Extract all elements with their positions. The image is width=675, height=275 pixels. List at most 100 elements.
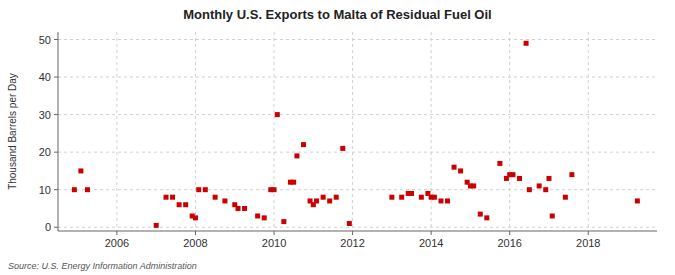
- point: [550, 213, 555, 218]
- point: [537, 183, 542, 188]
- x-tick-label: 2006: [105, 237, 129, 249]
- chart: 0 10 20 30 40 50 2006 2008 2010 2012 2014 2016 2018 M…: [0, 0, 675, 275]
- point: [419, 195, 424, 200]
- point: [452, 165, 457, 170]
- y-tick-label: 30: [39, 109, 51, 121]
- y-tick-label: 10: [39, 184, 51, 196]
- y-tick-label: 50: [39, 34, 51, 46]
- x-tick-label: 2018: [576, 237, 600, 249]
- y-tick: [54, 227, 58, 228]
- x-tick-label: 2008: [183, 237, 207, 249]
- point: [281, 219, 286, 224]
- y-tick-label: 20: [39, 146, 51, 158]
- x-grid-line: [195, 32, 196, 231]
- point: [546, 176, 551, 181]
- point: [527, 187, 532, 192]
- point: [524, 41, 529, 46]
- point: [334, 195, 339, 200]
- x-grid-line: [352, 32, 353, 231]
- x-tick: [116, 231, 117, 235]
- point: [272, 187, 277, 192]
- point: [291, 180, 296, 185]
- point: [327, 198, 332, 203]
- point: [196, 187, 201, 192]
- y-grid-line: [58, 152, 657, 153]
- point: [154, 223, 159, 228]
- y-tick-label: 40: [39, 71, 51, 83]
- x-tick-label: 2012: [340, 237, 364, 249]
- point: [164, 195, 169, 200]
- point: [170, 195, 175, 200]
- x-tick-label: 2010: [262, 237, 286, 249]
- point: [569, 172, 574, 177]
- point: [203, 187, 208, 192]
- point: [193, 215, 198, 220]
- point: [236, 206, 241, 211]
- point: [340, 146, 345, 151]
- point: [563, 195, 568, 200]
- x-tick: [509, 231, 510, 235]
- point: [301, 142, 306, 147]
- point: [497, 161, 502, 166]
- title: Monthly U.S. Exports to Malta of Residua…: [183, 7, 491, 22]
- point: [85, 187, 90, 192]
- point: [478, 212, 483, 217]
- point: [458, 168, 463, 173]
- point: [262, 215, 267, 220]
- point: [213, 195, 218, 200]
- point: [445, 198, 450, 203]
- x-axis-line: [58, 231, 657, 232]
- point: [78, 168, 83, 173]
- x-tick: [431, 231, 432, 235]
- x-tick: [274, 231, 275, 235]
- y-grid-line: [58, 39, 657, 40]
- point: [484, 215, 489, 220]
- y-grid-line: [58, 77, 657, 78]
- x-tick: [352, 231, 353, 235]
- y-tick: [54, 114, 58, 115]
- point: [347, 221, 352, 226]
- x-grid-line: [588, 32, 589, 231]
- point: [409, 191, 414, 196]
- point: [275, 112, 280, 117]
- y-axis-label: Thousand Barrels per Day: [7, 73, 18, 190]
- x-tick-label: 2016: [497, 237, 521, 249]
- point: [222, 198, 227, 203]
- y-tick: [54, 77, 58, 78]
- y-tick: [54, 39, 58, 40]
- source: Source: U.S. Energy Information Administ…: [8, 261, 197, 271]
- x-grid-line: [274, 32, 275, 231]
- point: [321, 195, 326, 200]
- grid: [58, 32, 657, 231]
- x-grid-line: [509, 32, 510, 231]
- y-grid-line: [58, 189, 657, 190]
- point: [471, 183, 476, 188]
- y-tick: [54, 152, 58, 153]
- y-grid-line: [58, 227, 657, 228]
- x-tick-label: 2014: [419, 237, 443, 249]
- point: [389, 195, 394, 200]
- point: [294, 153, 299, 158]
- y-tick-label: 0: [45, 221, 51, 233]
- x-tick: [588, 231, 589, 235]
- point: [72, 187, 77, 192]
- y-axis-line: [58, 32, 59, 231]
- point: [635, 198, 640, 203]
- point: [517, 176, 522, 181]
- point: [177, 202, 182, 207]
- point: [438, 198, 443, 203]
- x-grid-line: [431, 32, 432, 231]
- point: [242, 206, 247, 211]
- point: [543, 187, 548, 192]
- point: [399, 195, 404, 200]
- point: [510, 172, 515, 177]
- x-tick: [195, 231, 196, 235]
- point: [314, 198, 319, 203]
- x-grid-line: [116, 32, 117, 231]
- points: [72, 41, 640, 228]
- y-grid-line: [58, 114, 657, 115]
- point: [255, 213, 260, 218]
- point: [183, 202, 188, 207]
- point: [432, 195, 437, 200]
- y-tick: [54, 189, 58, 190]
